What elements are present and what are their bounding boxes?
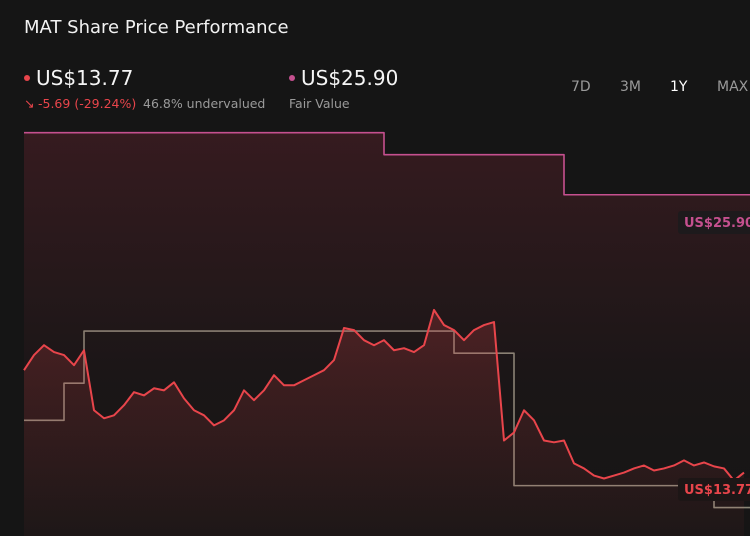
fair-value-tag: US$25.90 xyxy=(684,216,750,231)
price-line xyxy=(23,308,745,482)
range-button[interactable]: 7D xyxy=(571,79,591,95)
valuation: 46.8% undervalued xyxy=(143,96,266,111)
title: MAT Share Price Performance xyxy=(24,17,289,38)
change: -5.69 (-29.24%) xyxy=(38,96,137,111)
price-dot xyxy=(24,75,30,81)
range-button[interactable]: MAX xyxy=(717,79,749,95)
down-arrow: ↘ xyxy=(24,96,35,111)
area xyxy=(24,309,744,536)
fair-value: US$25.90 xyxy=(301,66,399,90)
pill-bg xyxy=(678,478,750,501)
plot xyxy=(23,131,750,536)
fair-value-caption: Fair Value xyxy=(289,96,350,111)
pill-bg xyxy=(678,211,750,234)
price: US$13.77 xyxy=(36,66,134,90)
range-button[interactable]: 3M xyxy=(620,79,641,95)
price-pill: US$13.77 xyxy=(678,478,750,501)
range-button[interactable]: 1Y xyxy=(670,79,688,95)
fair-value-pill: US$25.90 xyxy=(678,211,750,234)
fair-dot xyxy=(289,75,295,81)
price-tag: US$13.77 xyxy=(684,483,750,498)
step-line xyxy=(24,131,750,196)
